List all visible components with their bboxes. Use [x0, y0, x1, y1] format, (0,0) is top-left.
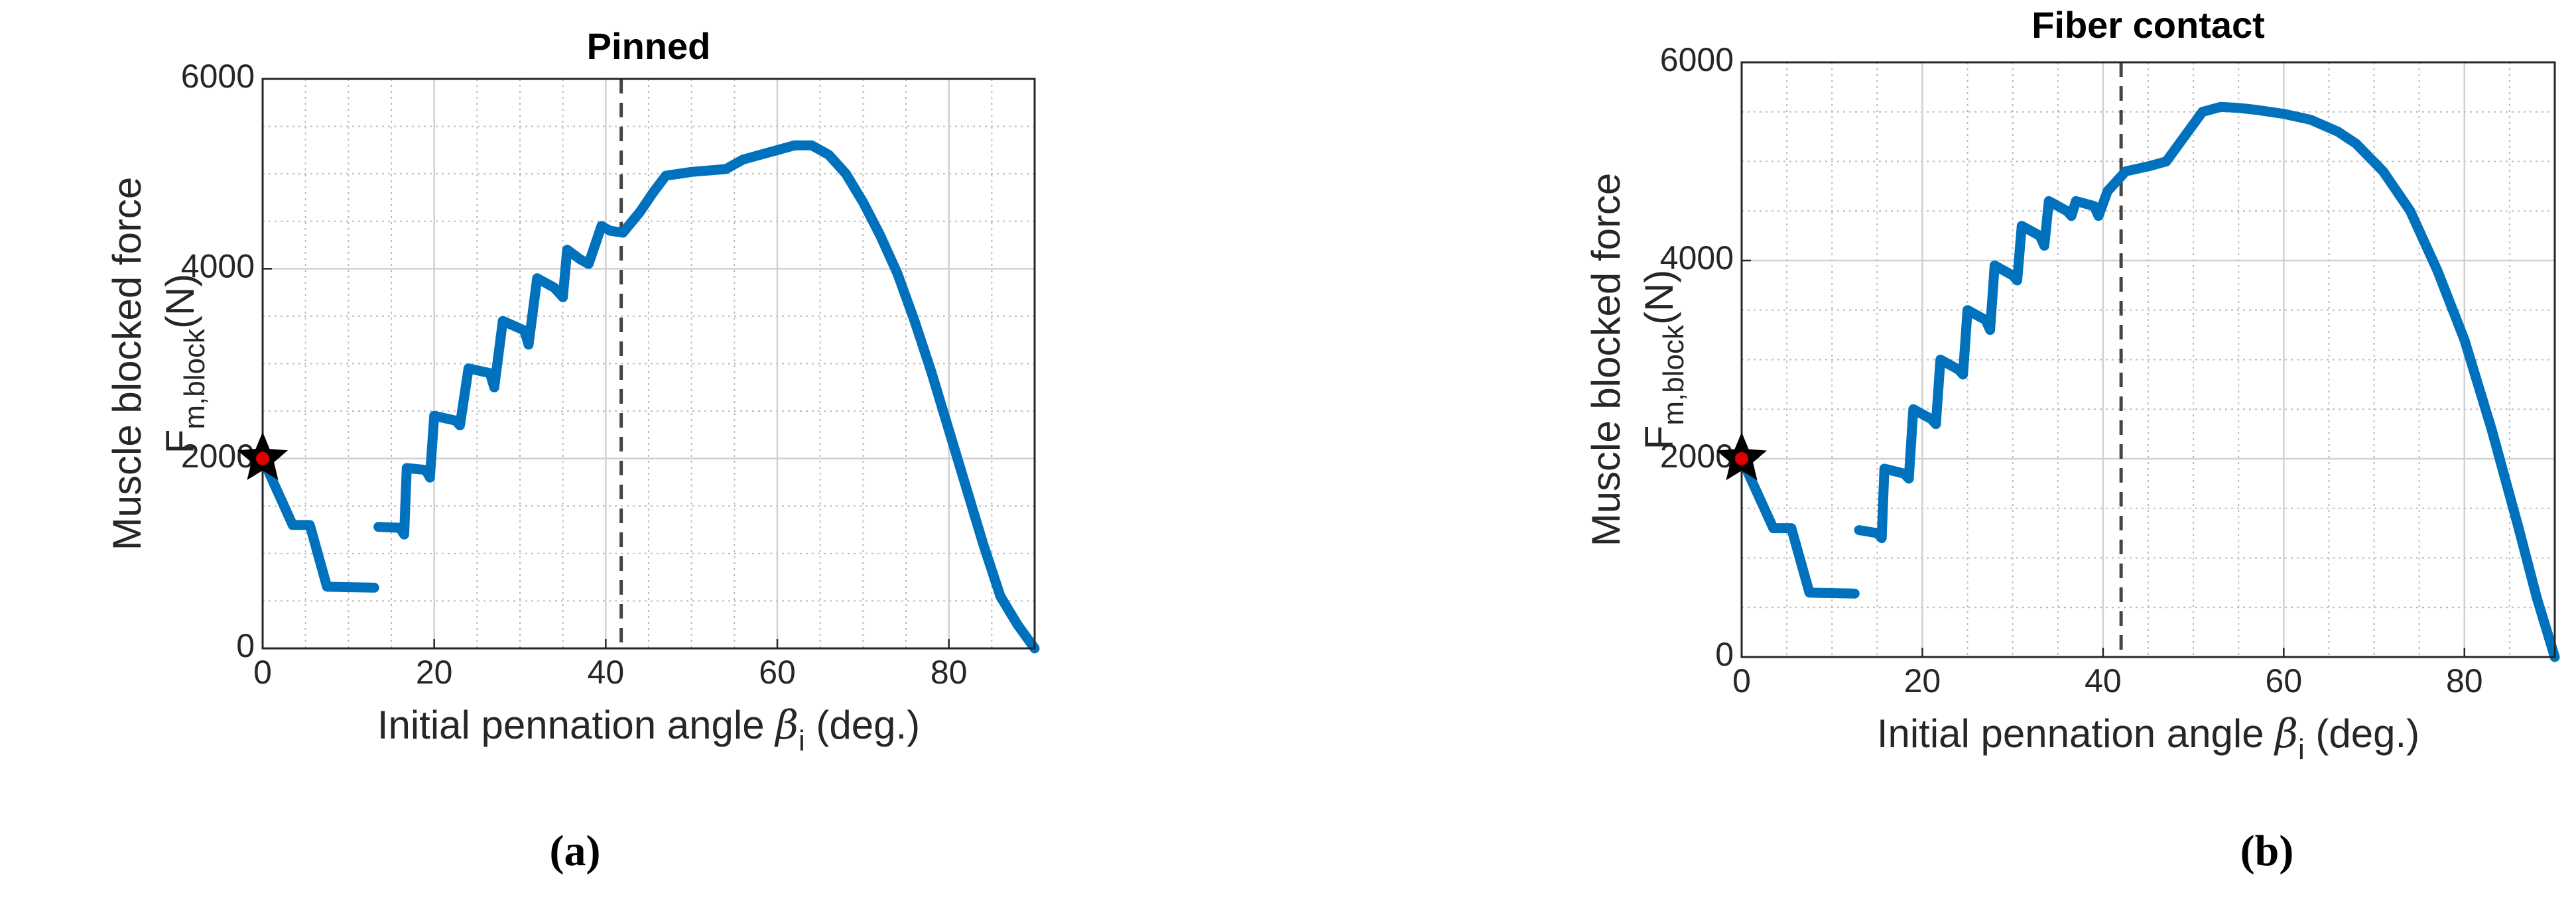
y-tick-label: 0 — [236, 627, 255, 664]
x-axis-label: Initial pennation angle βi (deg.) — [1877, 711, 2419, 766]
y-tick-label: 2000 — [181, 438, 255, 475]
x-tick-label: 0 — [253, 654, 272, 691]
x-label-subscript: i — [799, 725, 805, 757]
y-label-unit: (N) — [1637, 270, 1681, 325]
x-label-text: Initial pennation angle — [377, 703, 775, 747]
x-axis-label: Initial pennation angle βi (deg.) — [377, 702, 920, 757]
x-tick-label: 0 — [1732, 662, 1751, 699]
y-tick-label: 6000 — [181, 58, 255, 95]
x-label-unit: (deg.) — [805, 703, 920, 747]
x-tick-label: 40 — [588, 654, 625, 691]
chart-title: Fiber contact — [2031, 4, 2265, 46]
caption: (a) — [550, 827, 601, 875]
y-axis-label: Muscle blocked force — [105, 177, 149, 551]
x-label-subscript: i — [2298, 733, 2305, 766]
x-label-symbol: β — [2274, 711, 2298, 757]
chart-title: Pinned — [587, 25, 711, 67]
y-axis-label: Fm,block(N) — [1637, 270, 1690, 450]
y-tick-label: 4000 — [181, 248, 255, 285]
y-label-subscript: m,block — [1657, 324, 1690, 426]
x-tick-label: 80 — [931, 654, 968, 691]
plot-frame — [261, 78, 1036, 650]
x-tick-label: 20 — [1904, 662, 1941, 699]
y-label-symbol: F — [1637, 426, 1681, 450]
y-tick-label: 2000 — [1660, 438, 1734, 475]
y-tick-label: 0 — [1715, 636, 1734, 673]
plot-frame — [1740, 61, 2556, 658]
y-label-subscript: m,block — [178, 328, 211, 430]
x-tick-label: 20 — [416, 654, 453, 691]
x-label-symbol: β — [774, 702, 799, 748]
chart: 0 20 40 60 80 0 2000 4000 6000 Fiber contact Initi… — [1584, 4, 2560, 875]
x-label-text: Initial pennation angle — [1877, 711, 2275, 756]
caption: (b) — [2240, 827, 2294, 875]
x-tick-label: 40 — [2085, 662, 2122, 699]
star-center — [256, 451, 269, 465]
x-tick-label: 60 — [2266, 662, 2303, 699]
y-tick-label: 4000 — [1660, 239, 1734, 276]
x-tick-label: 80 — [2446, 662, 2483, 699]
star-center — [1735, 452, 1748, 465]
y-label-unit: (N) — [158, 274, 202, 329]
y-axis-label: Muscle blocked force — [1584, 173, 1628, 547]
y-tick-label: 6000 — [1660, 41, 1734, 78]
x-label-unit: (deg.) — [2305, 711, 2419, 756]
chart: 0 20 40 60 80 0 2000 4000 6000 Pinned Initial penn… — [105, 25, 1040, 875]
x-tick-label: 60 — [759, 654, 796, 691]
y-label-symbol: F — [158, 430, 202, 454]
y-axis-label: Fm,block(N) — [158, 274, 211, 454]
